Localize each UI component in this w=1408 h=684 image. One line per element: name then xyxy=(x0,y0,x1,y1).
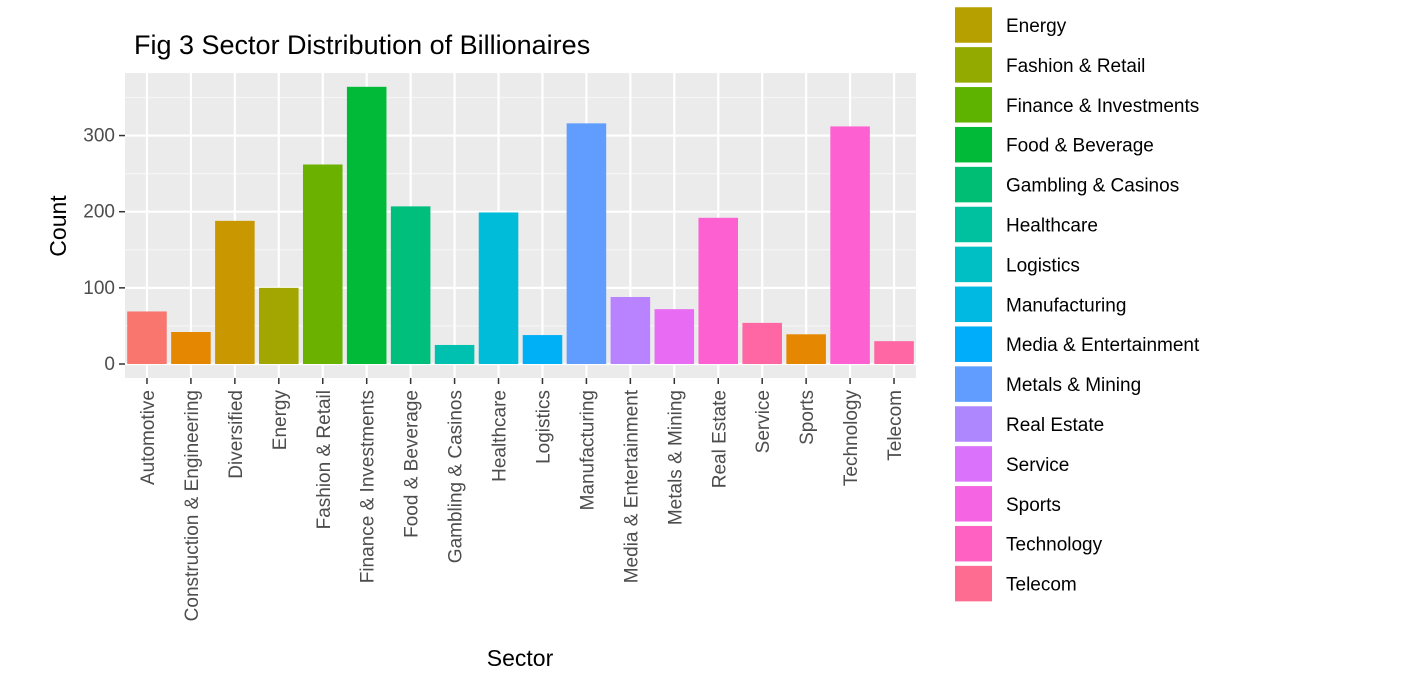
legend-label: Telecom xyxy=(1006,575,1077,596)
chart-title: Fig 3 Sector Distribution of Billionaire… xyxy=(134,30,590,60)
plot-panel xyxy=(125,73,916,378)
legend-key xyxy=(955,47,992,83)
legend-key xyxy=(955,525,992,562)
x-tick-label: Fashion & Retail xyxy=(314,390,335,529)
legend-key xyxy=(955,206,992,243)
legend-label: Manufacturing xyxy=(1006,295,1126,316)
x-tick-label: Healthcare xyxy=(490,390,511,482)
legend-key xyxy=(955,7,992,43)
x-tick-label: Media & Entertainment xyxy=(621,389,642,583)
y-tick-label: 200 xyxy=(83,202,115,223)
legend-label: Real Estate xyxy=(1006,415,1104,436)
bars xyxy=(127,86,914,365)
y-axis: 0 100 200 300 xyxy=(83,126,125,375)
bar-manufacturing xyxy=(566,123,607,364)
legend-key xyxy=(955,565,992,602)
y-tick-label: 100 xyxy=(83,278,115,299)
bar-healthcare xyxy=(478,212,519,364)
bar-telecom xyxy=(874,341,914,364)
x-tick-label: Gambling & Casinos xyxy=(446,390,467,563)
legend-label: Logistics xyxy=(1006,255,1080,276)
x-tick-label: Telecom xyxy=(885,390,906,461)
x-tick-label: Technology xyxy=(841,390,862,487)
legend-key xyxy=(955,406,992,442)
bar-gambling-casinos xyxy=(434,344,475,364)
legend-key xyxy=(955,87,992,123)
legend-label: Finance & Investments xyxy=(1006,96,1199,117)
bar-finance-investments xyxy=(346,86,387,365)
legend-label: Gambling & Casinos xyxy=(1006,176,1179,197)
legend-label: Sports xyxy=(1006,495,1061,516)
legend-key xyxy=(955,446,992,482)
legend-key xyxy=(955,366,992,402)
bar-automotive xyxy=(127,311,167,364)
legend-label: Energy xyxy=(1006,16,1067,37)
x-axis: Automotive Construction & Engineering Dive… xyxy=(138,378,906,621)
legend-label: Food & Beverage xyxy=(1006,136,1154,157)
x-tick-label: Automotive xyxy=(138,390,159,485)
legend-label: Fashion & Retail xyxy=(1006,56,1145,77)
legend-key xyxy=(955,246,992,283)
x-tick-label: Manufacturing xyxy=(577,390,598,510)
x-tick-label: Logistics xyxy=(533,390,554,464)
legend-key xyxy=(955,486,992,522)
bar-diversified xyxy=(215,220,255,364)
bar-media-entertainment xyxy=(610,296,651,364)
x-tick-label: Food & Beverage xyxy=(402,390,423,538)
x-tick-label: Construction & Engineering xyxy=(182,390,203,621)
x-tick-label: Metals & Mining xyxy=(665,390,686,525)
legend-label: Healthcare xyxy=(1006,216,1098,237)
x-axis-title: Sector xyxy=(487,645,554,671)
x-tick-label: Service xyxy=(753,390,774,453)
legend-key xyxy=(955,286,992,323)
legend-key xyxy=(955,126,992,163)
x-tick-label: Diversified xyxy=(226,390,247,479)
bar-technology xyxy=(830,126,870,364)
x-tick-label: Finance & Investments xyxy=(358,390,379,583)
bar-construction-engineering xyxy=(171,332,211,364)
y-axis-title: Count xyxy=(45,195,71,257)
legend-label: Technology xyxy=(1006,535,1103,556)
bar-sports xyxy=(786,334,826,364)
y-tick-label: 300 xyxy=(83,126,115,147)
legend-label: Metals & Mining xyxy=(1006,375,1141,396)
x-tick-label: Energy xyxy=(270,390,291,451)
legend-key xyxy=(955,166,992,203)
legend-key xyxy=(955,326,992,362)
bar-metals-mining xyxy=(654,309,695,364)
bar-real-estate xyxy=(698,217,739,364)
bar-energy xyxy=(259,287,299,364)
legend-label: Service xyxy=(1006,455,1069,476)
bar-service xyxy=(742,322,782,364)
x-tick-label: Sports xyxy=(797,390,818,445)
legend: Energy Fashion & Retail Finance & Investme… xyxy=(955,7,1200,602)
bar-fashion-retail xyxy=(302,164,343,364)
y-tick-label: 0 xyxy=(104,354,115,375)
legend-label: Media & Entertainment xyxy=(1006,335,1200,356)
bar-food-beverage xyxy=(390,206,431,364)
x-tick-label: Real Estate xyxy=(709,390,730,488)
bar-logistics xyxy=(522,335,563,364)
